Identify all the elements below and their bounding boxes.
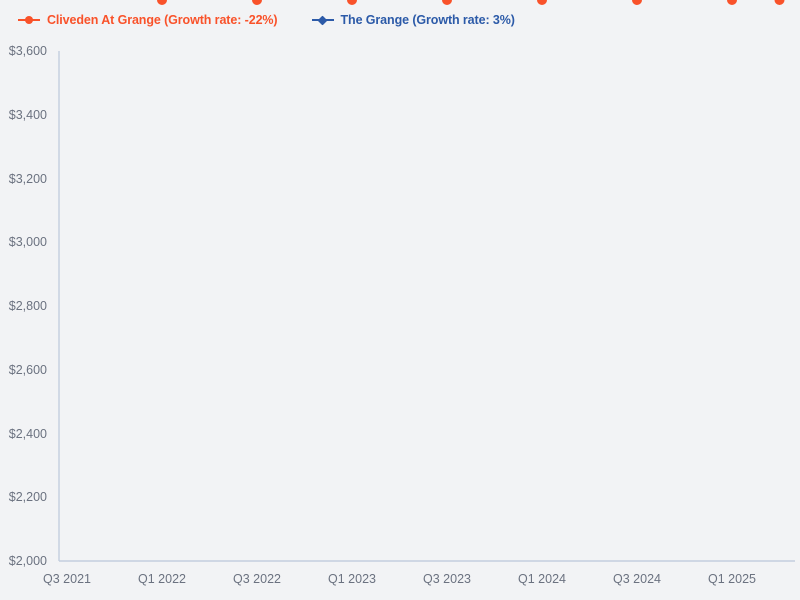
data-point-marker[interactable] [632,0,642,5]
data-point-marker[interactable] [774,0,785,5]
y-axis-tick-label: $2,400 [8,426,47,441]
data-point-marker[interactable] [347,0,357,5]
y-axis-tick-label: $3,000 [8,235,47,250]
legend-item-the-grange[interactable]: The Grange (Growth rate: 3%) [311,13,515,27]
y-axis-tick-label: $2,600 [8,362,47,377]
data-point-marker[interactable] [442,0,452,5]
legend-marker-circle-icon [18,14,40,26]
data-point-marker[interactable] [537,0,547,5]
legend-dot [25,16,33,24]
x-axis-tick-label: Q3 2022 [233,572,281,586]
legend-marker-diamond-icon [311,14,334,26]
y-axis-tick-label: $2,000 [8,554,47,568]
data-point-marker[interactable] [252,0,262,5]
x-axis-tick-label: Q1 2022 [138,572,186,586]
x-axis-tick-label: Q3 2023 [423,572,471,586]
x-axis-tick-label: Q1 2023 [328,572,376,586]
data-point-marker[interactable] [727,0,737,5]
data-point-marker[interactable] [157,0,167,5]
x-axis-tick-label: Q1 2024 [518,572,566,586]
legend-label-the-grange: The Grange (Growth rate: 3%) [340,13,515,27]
y-axis-tick-label: $2,200 [8,490,47,505]
y-axis-tick-label: $3,600 [8,44,47,58]
x-axis-tick-label: Q3 2021 [43,572,91,586]
chart-legend: Cliveden At Grange (Growth rate: -22%) T… [18,10,515,30]
y-axis-tick-label: $3,400 [8,107,47,122]
legend-label-cliveden-at-grange: Cliveden At Grange (Growth rate: -22%) [47,13,278,27]
x-axis-tick-label: Q3 2024 [613,572,661,586]
y-axis-tick-label: $2,800 [8,299,47,313]
legend-item-cliveden-at-grange[interactable]: Cliveden At Grange (Growth rate: -22%) [18,13,278,27]
x-axis-tick-label: Q1 2025 [708,572,756,586]
y-axis-tick-label: $3,200 [8,171,47,186]
